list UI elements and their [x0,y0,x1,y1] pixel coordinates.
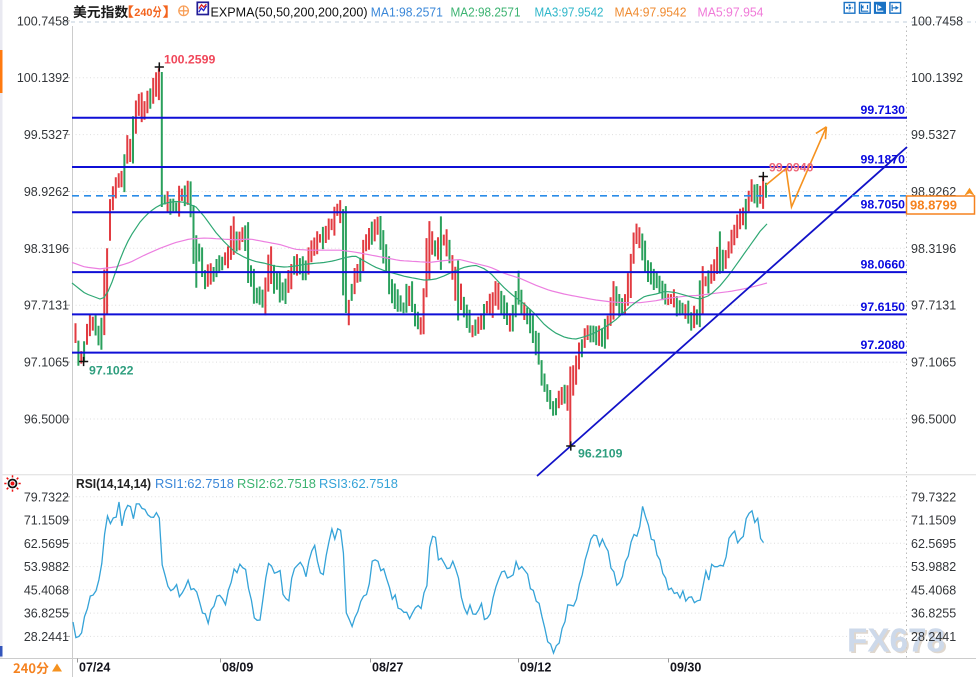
svg-text:79.7322: 79.7322 [911,490,956,504]
svg-text:99.0940: 99.0940 [769,161,814,175]
svg-text:98.7050: 98.7050 [861,198,906,212]
svg-text:RSI1:62.7518: RSI1:62.7518 [155,477,234,491]
svg-text:240: 240 [134,7,152,19]
svg-text:100.7458: 100.7458 [911,14,963,28]
svg-text:08/09: 08/09 [222,661,253,675]
svg-text:97.1022: 97.1022 [89,364,134,378]
svg-text:100.1392: 100.1392 [17,71,69,85]
svg-text:79.7322: 79.7322 [24,490,69,504]
svg-text:09/30: 09/30 [670,661,701,675]
svg-text:98.0660: 98.0660 [861,258,906,272]
svg-text:53.9882: 53.9882 [24,560,69,574]
svg-text:FX678: FX678 [849,623,947,660]
svg-text:99.1870: 99.1870 [861,153,906,167]
svg-text:97.1065: 97.1065 [911,356,956,370]
svg-text:MA5:97.954: MA5:97.954 [698,6,764,20]
svg-text:99.5327: 99.5327 [911,128,956,142]
svg-text:97.2080: 97.2080 [861,338,906,352]
svg-text:RSI3:62.7518: RSI3:62.7518 [319,477,398,491]
svg-text:100.1392: 100.1392 [911,71,963,85]
svg-text:36.8255: 36.8255 [911,607,956,621]
svg-text:MA2:98.2571: MA2:98.2571 [451,6,521,20]
svg-text:62.5695: 62.5695 [24,537,69,551]
svg-text:36.8255: 36.8255 [24,607,69,621]
svg-text:09/12: 09/12 [520,661,551,675]
svg-text:97.7131: 97.7131 [911,299,956,313]
svg-text:97.6150: 97.6150 [861,300,906,314]
svg-text:97.1065: 97.1065 [24,356,69,370]
svg-text:71.1509: 71.1509 [911,514,956,528]
svg-text:53.9882: 53.9882 [911,560,956,574]
svg-text:98.3196: 98.3196 [911,242,956,256]
svg-text:28.2441: 28.2441 [24,630,69,644]
svg-text:MA3:97.9542: MA3:97.9542 [535,6,604,20]
svg-text:100.2599: 100.2599 [164,53,215,67]
svg-text:MA1:98.2571: MA1:98.2571 [371,6,443,20]
svg-text:98.3196: 98.3196 [24,242,69,256]
svg-text:45.4068: 45.4068 [911,583,956,597]
svg-text:71.1509: 71.1509 [24,514,69,528]
svg-text:45.4068: 45.4068 [24,583,69,597]
svg-text:99.5327: 99.5327 [24,128,69,142]
svg-text:100.7458: 100.7458 [17,14,69,28]
svg-text:99.7130: 99.7130 [861,103,906,117]
svg-text:98.9262: 98.9262 [24,185,69,199]
svg-text:RSI2:62.7518: RSI2:62.7518 [237,477,316,491]
svg-text:62.5695: 62.5695 [911,537,956,551]
svg-text:FX678: FX678 [847,622,945,659]
svg-text:RSI(14,14,14): RSI(14,14,14) [76,477,151,491]
svg-text:08/27: 08/27 [372,661,403,675]
svg-text:28.2441: 28.2441 [911,630,956,644]
svg-text:96.2109: 96.2109 [578,447,623,461]
svg-text:07/24: 07/24 [79,661,110,675]
svg-text:EXPMA(50,50,200,200,200): EXPMA(50,50,200,200,200) [211,6,368,20]
svg-text:96.5000: 96.5000 [911,413,956,427]
svg-text:98.8799: 98.8799 [910,198,957,213]
svg-text:MA4:97.9542: MA4:97.9542 [615,6,687,20]
svg-text:96.5000: 96.5000 [24,413,69,427]
svg-text:97.7131: 97.7131 [24,299,69,313]
